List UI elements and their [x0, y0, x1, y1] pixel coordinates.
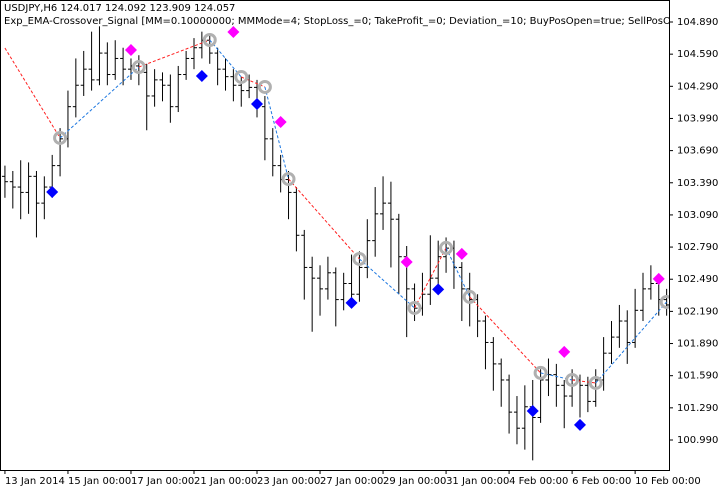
y-tick-label: 103.690 — [677, 146, 718, 157]
zigzag-point — [533, 365, 548, 380]
zigzag-point — [257, 79, 272, 94]
sell-signals — [558, 345, 571, 358]
indicator-header: Exp_EMA-Crossover_Signal [MM=0.10000000;… — [4, 16, 728, 27]
zigzag-segment — [209, 39, 242, 78]
x-tick-label: 15 Jan 00:00 — [68, 476, 131, 487]
y-tick-label: 104.290 — [677, 81, 718, 92]
symbol-header: USDJPY,H6 124.017 124.092 123.909 124.05… — [4, 3, 235, 14]
x-tick-label: 17 Jan 00:00 — [131, 476, 194, 487]
zigzag-segment — [445, 247, 471, 298]
zigzag-point — [407, 300, 422, 315]
y-tick-label: 102.190 — [677, 306, 718, 317]
x-tick-label: 10 Feb 00:00 — [635, 476, 701, 487]
y-tick-label: 103.390 — [677, 178, 718, 189]
zigzag-segment — [59, 66, 140, 139]
zigzag-point — [131, 60, 146, 75]
y-tick-label: 100.990 — [677, 435, 718, 446]
zigzag-point — [202, 33, 217, 48]
y-tick-label: 101.890 — [677, 339, 718, 350]
zigzag-segment — [595, 301, 668, 384]
buy-signals — [345, 296, 358, 309]
x-tick-label: 4 Feb 00:00 — [509, 476, 568, 487]
buy-signals — [573, 418, 586, 431]
zigzag-point — [281, 172, 296, 187]
zigzag-segment — [264, 86, 290, 180]
buy-signals — [251, 97, 264, 110]
buy-signals — [432, 283, 445, 296]
x-tick-label: 23 Jan 00:00 — [257, 476, 320, 487]
y-tick-label: 104.890 — [677, 17, 718, 28]
zigzag-segment — [4, 47, 61, 139]
x-tick-label: 13 Jan 2014 — [5, 476, 65, 487]
x-tick-label: 27 Jan 00:00 — [320, 476, 383, 487]
x-tick-label: 31 Jan 00:00 — [446, 476, 509, 487]
zigzag-point — [352, 251, 367, 266]
zigzag-point — [234, 69, 249, 84]
sell-signals — [455, 247, 468, 260]
y-tick-label: 104.590 — [677, 49, 718, 60]
zigzag-segment — [469, 296, 541, 374]
y-tick-label: 103.990 — [677, 113, 718, 124]
sell-signals — [400, 255, 413, 268]
zigzag-point — [439, 240, 454, 255]
x-tick-label: 29 Jan 00:00 — [383, 476, 446, 487]
zigzag-segment — [138, 39, 210, 68]
zigzag-segment — [414, 247, 447, 309]
zigzag-point — [659, 294, 669, 309]
plot-frame — [0, 0, 670, 471]
y-tick-label: 103.090 — [677, 210, 718, 221]
sell-signals — [124, 43, 137, 56]
zigzag-segment — [359, 258, 415, 309]
buy-signals — [526, 404, 539, 417]
sell-signals — [274, 116, 287, 129]
sell-signals — [227, 25, 240, 38]
y-tick-label: 102.490 — [677, 274, 718, 285]
y-tick-label: 101.290 — [677, 403, 718, 414]
zigzag-point — [565, 372, 580, 387]
buy-signals — [46, 185, 59, 198]
y-tick-label: 102.790 — [677, 242, 718, 253]
zigzag-segment — [572, 379, 596, 384]
y-tick-label: 101.590 — [677, 371, 718, 382]
x-tick-label: 6 Feb 00:00 — [572, 476, 631, 487]
zigzag-point — [462, 289, 477, 304]
sell-signals — [652, 272, 665, 285]
plot-area — [1, 25, 669, 461]
zigzag-point — [588, 375, 603, 390]
buy-signals — [195, 70, 208, 83]
zigzag-point — [53, 130, 68, 145]
x-tick-label: 21 Jan 00:00 — [194, 476, 257, 487]
zigzag-segment — [288, 178, 360, 260]
